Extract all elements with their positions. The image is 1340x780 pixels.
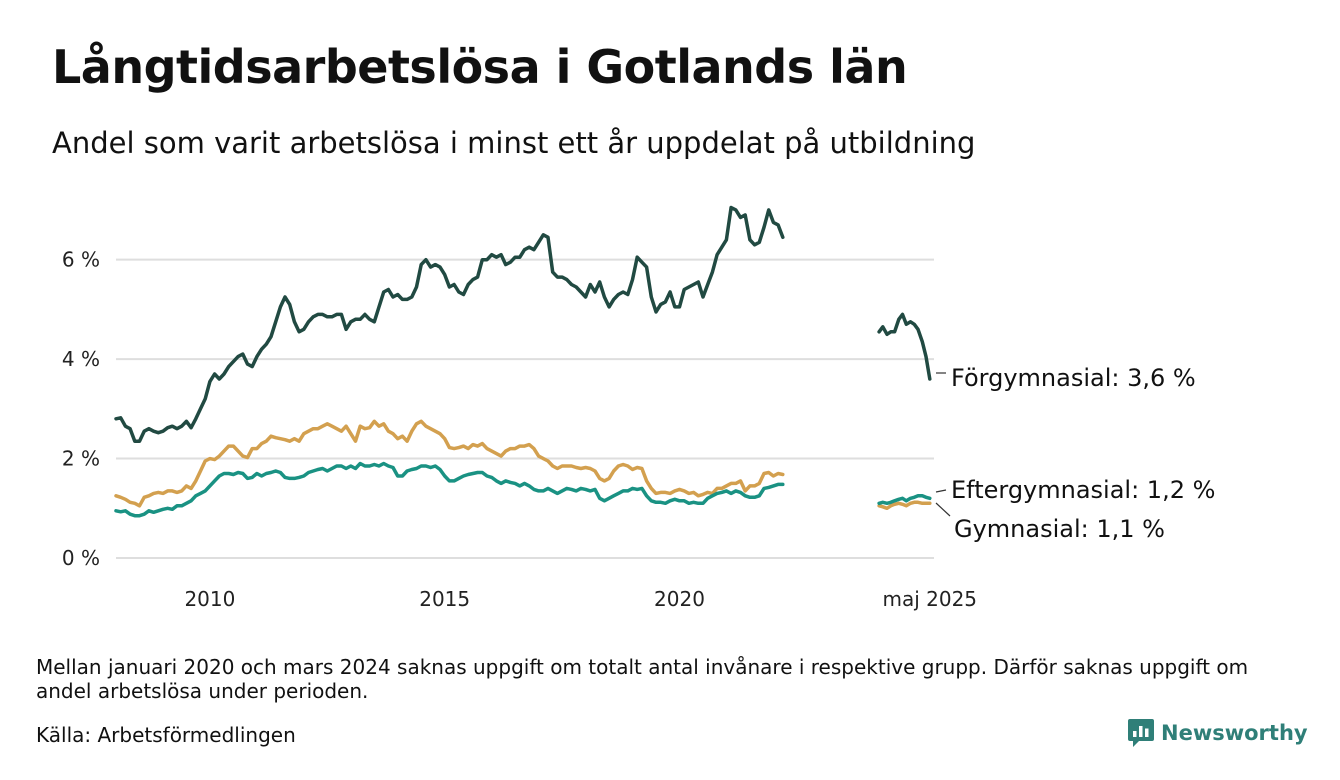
x-tick-label: 2020 [654, 587, 705, 611]
series-line-gymnasial [114, 419, 785, 508]
series-line-forgymnasial [877, 312, 932, 381]
series-line-eftergymnasial [114, 461, 785, 518]
series-label-gymnasial: Gymnasial: 1,1 % [954, 515, 1165, 543]
label-leader-gymnasial [935, 502, 951, 517]
y-tick-label: 4 % [62, 347, 100, 371]
series-label-eftergymnasial: Eftergymnasial: 1,2 % [951, 476, 1215, 504]
x-tick-label: 2010 [184, 587, 235, 611]
footnote: Mellan januari 2020 och mars 2024 saknas… [36, 655, 1249, 703]
series-label-forgymnasial: Förgymnasial: 3,6 % [951, 364, 1196, 392]
chart-title: Långtidsarbetslösa i Gotlands län [52, 40, 908, 94]
y-tick-label: 2 % [62, 447, 100, 471]
series-line-gymnasial [877, 500, 932, 511]
bar-chart-speech-bubble-icon [1128, 719, 1154, 747]
x-tick-label: maj 2025 [882, 587, 977, 611]
series-line-eftergymnasial [877, 494, 932, 506]
source-text: Källa: Arbetsförmedlingen [36, 723, 296, 747]
label-leader-eftergymnasial [935, 489, 947, 493]
brand-logo: Newsworthy [1128, 716, 1308, 750]
chart-subtitle: Andel som varit arbetslösa i minst ett å… [52, 126, 976, 160]
x-tick-label: 2015 [419, 587, 470, 611]
brand-name: Newsworthy [1161, 721, 1308, 745]
y-tick-label: 6 % [62, 248, 100, 272]
series-line-forgymnasial [114, 205, 785, 443]
y-tick-label: 0 % [62, 546, 100, 570]
